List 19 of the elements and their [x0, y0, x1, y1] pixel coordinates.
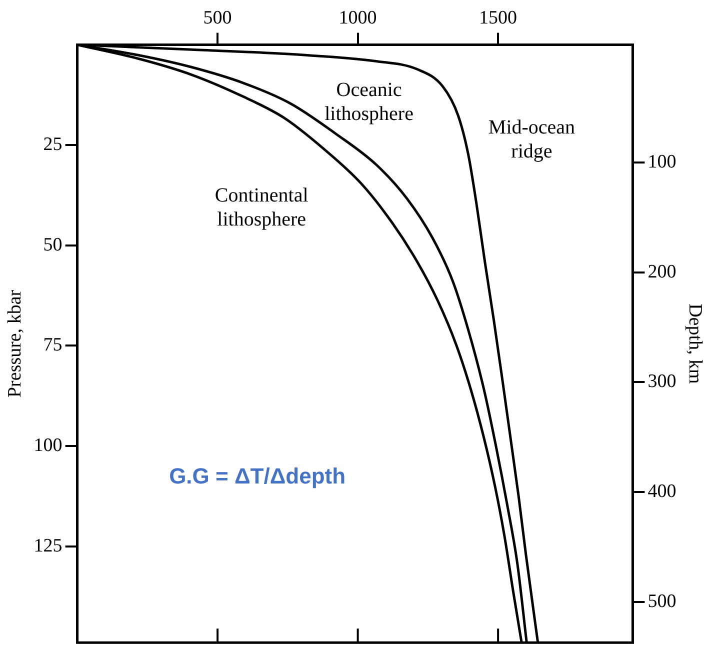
y-tick-label: 25 — [43, 134, 62, 156]
y-tick-label: 75 — [43, 334, 62, 356]
series-label: Oceanic lithosphere — [324, 79, 414, 126]
x-tick-label: 1500 — [479, 7, 518, 28]
y2-axis-title: Depth, km — [684, 304, 706, 384]
y2-tick-label: 500 — [648, 590, 676, 612]
y-tick-label: 125 — [34, 535, 62, 556]
series-label: Mid-ocean ridge — [488, 116, 576, 163]
y2-tick-label: 400 — [648, 481, 676, 502]
annotation: G.G = ΔT/Δdepth — [169, 464, 346, 489]
x-tick-label: 500 — [203, 7, 232, 28]
y-tick-label: 100 — [34, 434, 62, 456]
x-tick-label: 1000 — [338, 7, 377, 28]
y-tick-label: 50 — [43, 234, 62, 256]
y2-tick-label: 100 — [648, 151, 676, 172]
y2-tick-label: 300 — [648, 371, 676, 392]
series-label: Continental lithosphere — [214, 184, 309, 231]
y2-tick-label: 200 — [648, 261, 676, 282]
y-axis-title: Pressure, kbar — [4, 289, 26, 398]
